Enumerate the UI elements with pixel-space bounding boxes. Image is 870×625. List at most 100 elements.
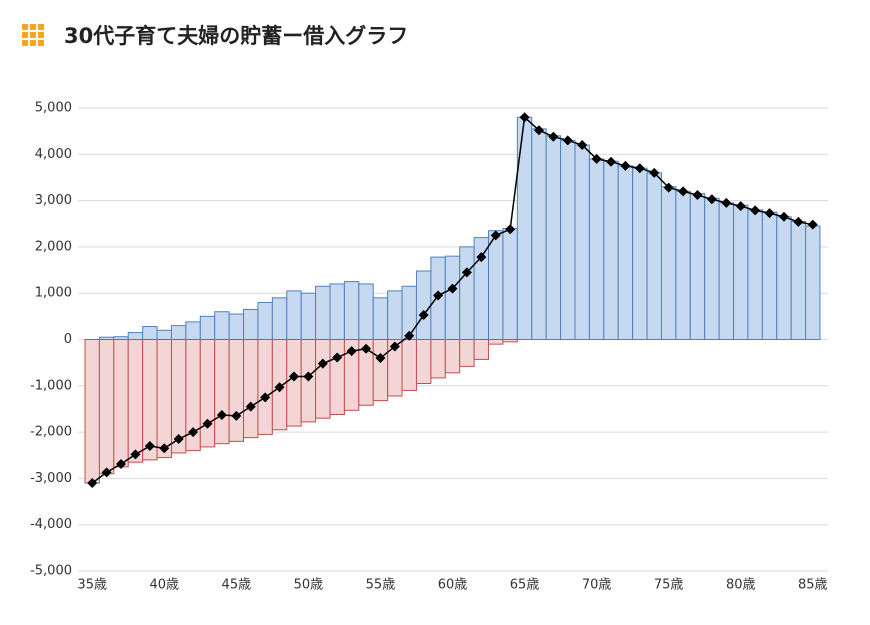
bar — [127, 332, 144, 340]
y-tick-label: 1,000 — [35, 286, 72, 301]
bar — [632, 167, 648, 340]
marker — [375, 353, 386, 364]
bar — [228, 339, 245, 442]
x-tick-label: 55歳 — [366, 578, 396, 593]
marker — [346, 346, 357, 357]
x-tick-label: 45歳 — [222, 578, 252, 593]
marker — [159, 443, 170, 454]
bar — [214, 339, 230, 445]
marker — [447, 283, 458, 294]
bar — [401, 339, 417, 391]
marker — [490, 230, 501, 241]
x-tick-label: 35歳 — [77, 578, 107, 593]
x-tick-label: 70歳 — [582, 578, 612, 593]
marker — [173, 434, 184, 445]
marker — [663, 182, 674, 193]
bar — [257, 301, 273, 340]
bar — [315, 339, 331, 419]
marker — [548, 131, 559, 142]
bar — [199, 315, 216, 341]
bar — [142, 326, 158, 341]
y-tick-label: -2,000 — [30, 425, 72, 440]
bar — [747, 209, 763, 340]
bar — [733, 204, 749, 340]
bar — [805, 225, 821, 340]
bar — [415, 339, 432, 384]
bar — [243, 308, 259, 340]
bar — [660, 186, 677, 340]
marker — [389, 341, 400, 352]
bar — [98, 339, 115, 475]
bar — [473, 339, 490, 360]
marker — [461, 267, 472, 278]
x-tick-label: 40歳 — [149, 578, 179, 593]
bar — [646, 172, 662, 340]
bar — [488, 230, 504, 341]
bar — [516, 116, 533, 341]
bar — [286, 339, 302, 427]
marker — [303, 371, 314, 382]
title-icon — [22, 24, 44, 46]
marker — [807, 219, 818, 230]
bar — [502, 227, 518, 341]
marker — [721, 197, 732, 208]
marker — [764, 208, 775, 219]
bar — [617, 165, 634, 340]
bar — [315, 285, 331, 341]
bar — [156, 329, 172, 340]
y-tick-label: 5,000 — [35, 101, 72, 116]
marker — [606, 156, 617, 167]
marker — [692, 190, 703, 201]
bar — [372, 339, 389, 402]
marker — [533, 125, 544, 136]
bar — [488, 339, 504, 345]
marker — [778, 211, 789, 222]
marker — [288, 371, 299, 382]
marker — [591, 153, 602, 164]
bar — [170, 325, 187, 340]
marker — [317, 358, 328, 369]
x-tick-label: 50歳 — [294, 578, 324, 593]
marker — [116, 459, 127, 470]
x-tick-label: 60歳 — [438, 578, 468, 593]
marker — [634, 163, 645, 174]
marker — [274, 382, 285, 393]
bar — [459, 339, 475, 367]
bar — [718, 202, 735, 340]
y-tick-label: -5,000 — [30, 564, 72, 579]
bar — [286, 290, 302, 341]
marker — [101, 467, 112, 478]
x-tick-label: 85歳 — [798, 578, 828, 593]
marker — [418, 309, 429, 320]
marker — [706, 194, 717, 205]
bar — [84, 339, 100, 484]
marker — [505, 224, 516, 235]
bar — [228, 313, 245, 341]
marker — [202, 418, 213, 429]
bar — [329, 339, 345, 416]
bar — [574, 144, 590, 340]
marker — [332, 352, 343, 363]
bar — [560, 139, 576, 340]
marker — [577, 140, 588, 151]
bar — [243, 339, 259, 439]
bar — [113, 339, 129, 468]
bar — [444, 255, 461, 340]
bar — [372, 297, 389, 340]
bar — [214, 311, 230, 341]
bar — [704, 197, 720, 340]
marker — [649, 167, 660, 178]
bar — [300, 292, 317, 341]
x-tick-label: 75歳 — [654, 578, 684, 593]
bar — [156, 339, 172, 459]
bar — [329, 283, 345, 341]
marker — [231, 410, 242, 421]
bar — [761, 211, 778, 340]
bar — [257, 339, 273, 435]
y-tick-label: 4,000 — [35, 147, 72, 162]
marker — [144, 440, 155, 451]
y-tick-label: -4,000 — [30, 517, 72, 532]
bar — [387, 290, 403, 341]
marker — [476, 252, 487, 263]
